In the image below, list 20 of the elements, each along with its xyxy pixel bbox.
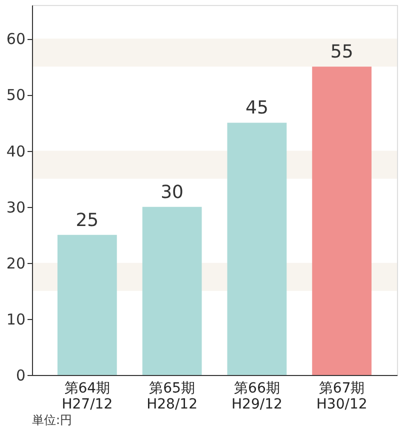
x-tick-label: 第67期 H30/12 <box>316 380 368 412</box>
y-tick-label: 40 <box>6 142 26 160</box>
y-tick-label: 30 <box>6 198 26 216</box>
data-label: 55 <box>330 42 354 63</box>
y-tick-label: 10 <box>6 310 26 328</box>
text: 単位:円 <box>32 413 72 427</box>
data-label: 45 <box>245 98 268 119</box>
x-tick-label: 第64期 H27/12 <box>62 380 113 412</box>
bar <box>142 206 202 375</box>
bar <box>312 66 372 375</box>
y-tick-label: 50 <box>6 86 26 104</box>
data-label: 25 <box>76 210 99 231</box>
y-tick-label: 0 <box>16 366 26 384</box>
y-tick-label: 60 <box>6 30 26 48</box>
bar <box>227 122 287 375</box>
bar <box>57 234 117 375</box>
data-label: 30 <box>160 182 184 203</box>
y-tick-label: 20 <box>6 254 26 272</box>
x-tick-label: 第66期 H29/12 <box>232 380 282 412</box>
x-tick-label: 第65期 H28/12 <box>146 380 198 412</box>
